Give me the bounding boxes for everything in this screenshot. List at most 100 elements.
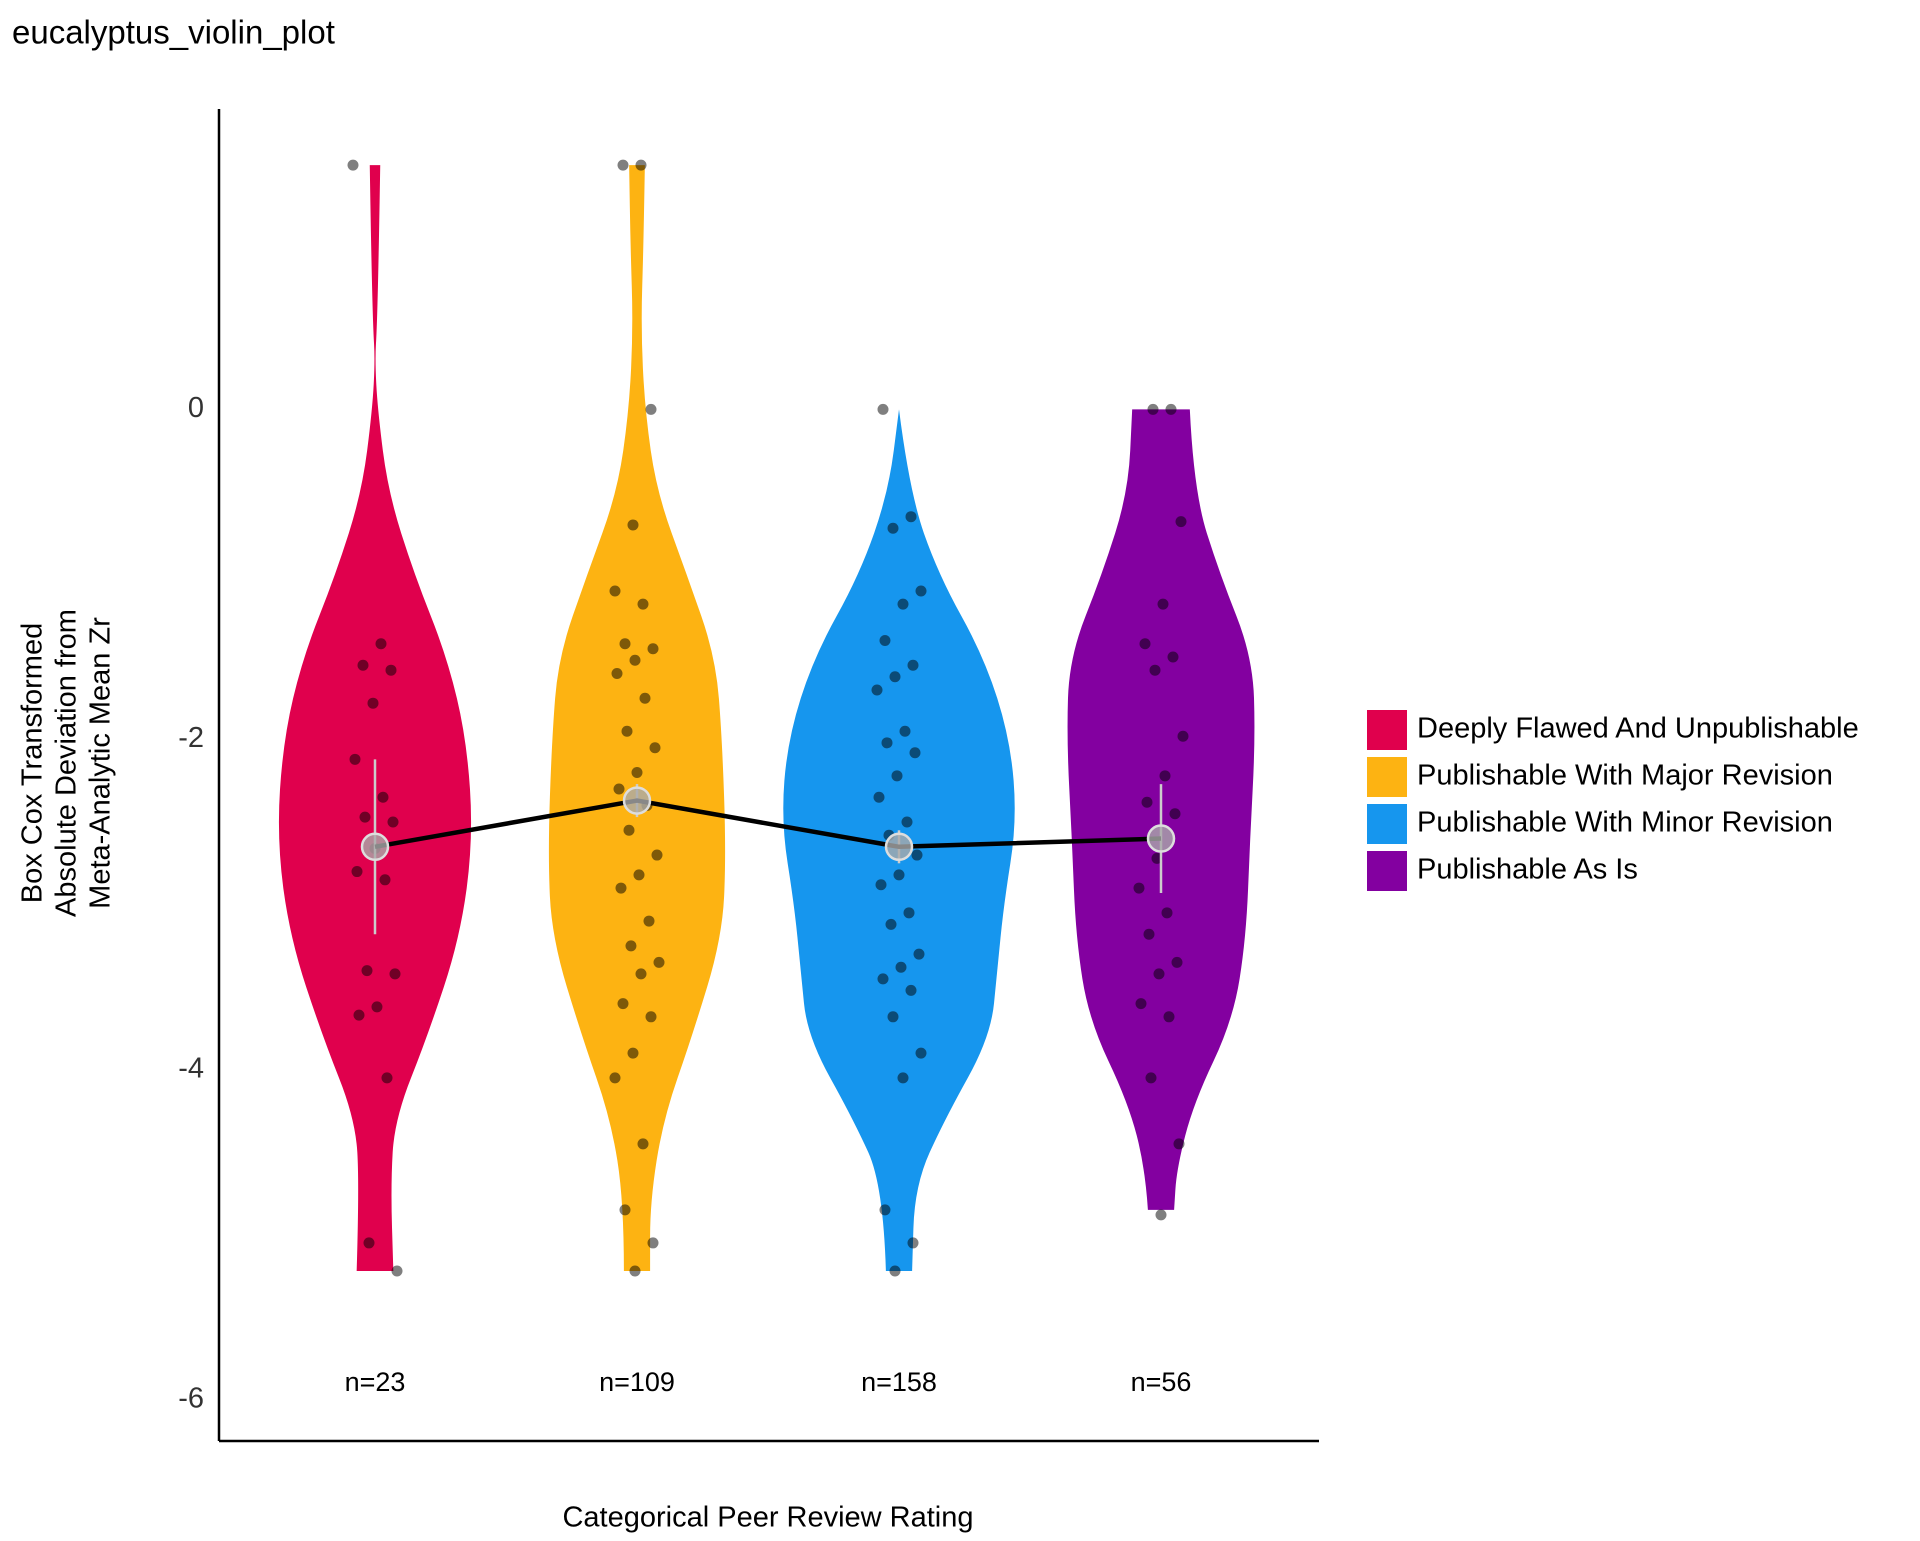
y-axis-title: Box Cox Transformed Absolute Deviation f… (17, 609, 117, 917)
data-point (381, 1072, 393, 1084)
data-point (387, 816, 399, 828)
data-point (347, 159, 359, 171)
data-point (1169, 808, 1181, 820)
data-point (871, 684, 883, 696)
data-point (897, 1072, 909, 1084)
data-point (1133, 882, 1145, 894)
data-point (907, 659, 919, 671)
data-point (1165, 403, 1177, 415)
data-point (377, 791, 389, 803)
data-point (375, 638, 387, 650)
data-point (1159, 770, 1171, 782)
mean-point (884, 832, 914, 862)
legend-swatch (1367, 757, 1407, 797)
data-point (897, 598, 909, 610)
y-tick-label: 0 (188, 392, 204, 424)
data-point (389, 968, 401, 980)
data-point (875, 879, 887, 891)
data-point (635, 159, 647, 171)
data-point (613, 783, 625, 795)
data-point (625, 940, 637, 952)
data-point (1145, 1072, 1157, 1084)
legend-label: Publishable As Is (1417, 854, 1638, 886)
data-point (617, 159, 629, 171)
data-point (895, 961, 907, 973)
data-point (371, 1001, 383, 1013)
data-point (879, 634, 891, 646)
data-point (911, 849, 923, 861)
data-point (881, 737, 893, 749)
data-point (1135, 998, 1147, 1010)
data-point (627, 519, 639, 531)
data-point (873, 791, 885, 803)
data-point (615, 882, 627, 894)
y-tick-label: -2 (178, 722, 204, 754)
chart-title: eucalyptus_violin_plot (12, 14, 335, 51)
data-point (879, 1204, 891, 1216)
data-point (643, 915, 655, 927)
data-point (647, 643, 659, 655)
data-point (1143, 928, 1155, 940)
data-point (1161, 907, 1173, 919)
data-point (637, 1138, 649, 1150)
y-axis-title-line: Absolute Deviation from (51, 609, 83, 917)
data-point (887, 522, 899, 534)
data-point (1149, 664, 1161, 676)
data-point (1157, 598, 1169, 610)
data-point (357, 659, 369, 671)
n-label: n=23 (345, 1367, 406, 1397)
data-point (1163, 1011, 1175, 1023)
data-point (353, 1009, 365, 1021)
data-point (623, 824, 635, 836)
mean-point (1146, 824, 1176, 853)
mean-point (622, 786, 652, 815)
data-point (913, 948, 925, 960)
y-axis-title-line: Meta-Analytic Mean Zr (85, 617, 117, 909)
data-point (1155, 1209, 1167, 1221)
data-point (893, 869, 905, 881)
data-point (617, 998, 629, 1010)
data-point (915, 585, 927, 597)
data-point (645, 403, 657, 415)
data-point (1177, 730, 1189, 742)
data-point (889, 671, 901, 683)
data-point (877, 973, 889, 985)
legend-label: Publishable With Major Revision (1417, 760, 1833, 792)
data-point (391, 1265, 403, 1277)
data-point (367, 697, 379, 709)
data-point (651, 849, 663, 861)
data-point (611, 667, 623, 679)
data-point (877, 403, 889, 415)
data-point (907, 1237, 919, 1249)
data-point (649, 742, 661, 754)
data-point (363, 1237, 375, 1249)
data-point (359, 811, 371, 823)
data-point (351, 866, 363, 878)
y-tick-label: -6 (178, 1382, 204, 1414)
data-point (891, 770, 903, 782)
data-point (915, 1047, 927, 1059)
n-label: n=158 (861, 1367, 937, 1397)
legend-swatch (1367, 804, 1407, 844)
data-point (635, 968, 647, 980)
data-point (639, 692, 651, 704)
legend-label: Publishable With Minor Revision (1417, 807, 1833, 839)
data-point (609, 585, 621, 597)
data-point (909, 747, 921, 759)
data-point (1175, 516, 1187, 528)
n-label: n=56 (1131, 1367, 1192, 1397)
data-point (361, 965, 373, 977)
y-axis-title-line: Box Cox Transformed (17, 623, 49, 903)
data-point (629, 1265, 641, 1277)
data-point (653, 956, 665, 968)
data-point (1141, 796, 1153, 808)
data-point (1153, 968, 1165, 980)
legend-swatch (1367, 851, 1407, 891)
x-axis-title: Categorical Peer Review Rating (562, 1502, 973, 1534)
data-point (905, 984, 917, 996)
data-point (637, 598, 649, 610)
data-point (385, 664, 397, 676)
data-point (1139, 638, 1151, 650)
data-point (1167, 651, 1179, 663)
